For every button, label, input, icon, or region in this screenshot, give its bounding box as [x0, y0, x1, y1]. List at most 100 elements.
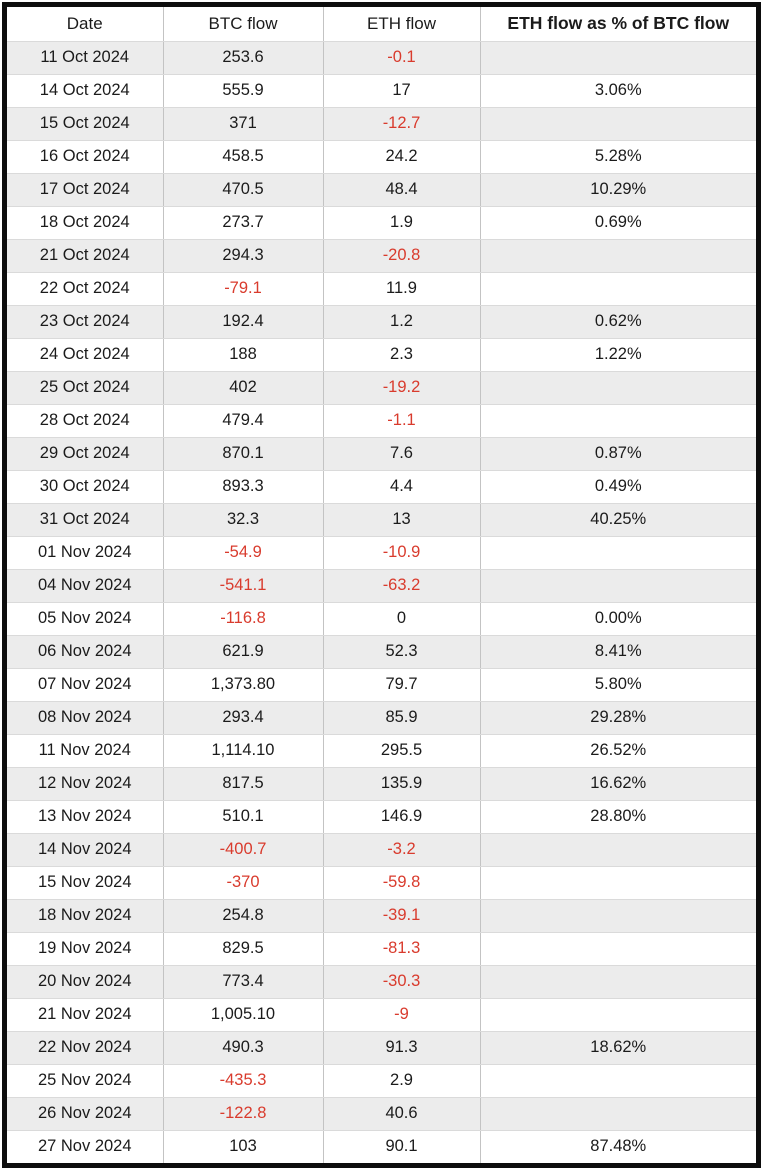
table-row: 20 Nov 2024 773.4 -30.3 — [7, 965, 756, 999]
eth-flow-cell: 40.6 — [323, 1097, 481, 1131]
date-cell: 07 Nov 2024 — [7, 668, 164, 702]
eth-flow-cell: -3.2 — [323, 833, 481, 867]
date-cell: 05 Nov 2024 — [7, 602, 164, 636]
date-cell: 15 Nov 2024 — [7, 866, 164, 900]
btc-flow-cell: -122.8 — [163, 1097, 324, 1131]
eth-flow-cell: 0 — [323, 602, 481, 636]
eth-flow-cell: 24.2 — [323, 140, 481, 174]
date-cell: 08 Nov 2024 — [7, 701, 164, 735]
eth-flow-cell: 52.3 — [323, 635, 481, 669]
eth-pct-cell: 0.87% — [480, 437, 756, 471]
eth-pct-cell: 0.62% — [480, 305, 756, 339]
table-row: 07 Nov 2024 1,373.80 79.7 5.80% — [7, 668, 756, 702]
table-row: 26 Nov 2024 -122.8 40.6 — [7, 1097, 756, 1131]
date-cell: 24 Oct 2024 — [7, 338, 164, 372]
eth-flow-cell: 17 — [323, 74, 481, 108]
eth-pct-cell — [480, 404, 756, 438]
eth-pct-cell: 5.28% — [480, 140, 756, 174]
eth-pct-cell — [480, 239, 756, 273]
table-row: 22 Nov 2024 490.3 91.3 18.62% — [7, 1031, 756, 1065]
eth-flow-cell: 13 — [323, 503, 481, 537]
btc-flow-cell: 458.5 — [163, 140, 324, 174]
btc-flow-cell: 893.3 — [163, 470, 324, 504]
btc-flow-cell: -400.7 — [163, 833, 324, 867]
eth-flow-cell: 48.4 — [323, 173, 481, 207]
table-row: 21 Nov 2024 1,005.10 -9 — [7, 998, 756, 1032]
eth-pct-cell — [480, 899, 756, 933]
eth-pct-cell — [480, 932, 756, 966]
column-header-eth-pct-of-btc: ETH flow as % of BTC flow — [480, 7, 756, 42]
table-row: 15 Oct 2024 371 -12.7 — [7, 107, 756, 141]
btc-flow-cell: 470.5 — [163, 173, 324, 207]
table-row: 15 Nov 2024 -370 -59.8 — [7, 866, 756, 900]
btc-flow-cell: 188 — [163, 338, 324, 372]
btc-flow-cell: 254.8 — [163, 899, 324, 933]
eth-flow-cell: 90.1 — [323, 1130, 481, 1163]
column-header-date: Date — [7, 7, 164, 42]
table-row: 23 Oct 2024 192.4 1.2 0.62% — [7, 305, 756, 339]
btc-flow-cell: 510.1 — [163, 800, 324, 834]
eth-pct-cell: 5.80% — [480, 668, 756, 702]
table-row: 29 Oct 2024 870.1 7.6 0.87% — [7, 437, 756, 471]
date-cell: 22 Nov 2024 — [7, 1031, 164, 1065]
eth-pct-cell: 16.62% — [480, 767, 756, 801]
eth-pct-cell: 8.41% — [480, 635, 756, 669]
btc-flow-cell: 402 — [163, 371, 324, 405]
btc-flow-cell: 371 — [163, 107, 324, 141]
table-row: 16 Oct 2024 458.5 24.2 5.28% — [7, 140, 756, 174]
table-row: 01 Nov 2024 -54.9 -10.9 — [7, 536, 756, 570]
date-cell: 13 Nov 2024 — [7, 800, 164, 834]
eth-pct-cell — [480, 998, 756, 1032]
btc-flow-cell: -116.8 — [163, 602, 324, 636]
column-header-eth-flow: ETH flow — [323, 7, 481, 42]
table-row: 27 Nov 2024 103 90.1 87.48% — [7, 1130, 756, 1163]
date-cell: 21 Nov 2024 — [7, 998, 164, 1032]
btc-flow-cell: 273.7 — [163, 206, 324, 240]
table-row: 22 Oct 2024 -79.1 11.9 — [7, 272, 756, 306]
eth-pct-cell — [480, 965, 756, 999]
eth-pct-cell — [480, 41, 756, 75]
date-cell: 26 Nov 2024 — [7, 1097, 164, 1131]
eth-flow-cell: 1.2 — [323, 305, 481, 339]
date-cell: 22 Oct 2024 — [7, 272, 164, 306]
date-cell: 18 Nov 2024 — [7, 899, 164, 933]
eth-flow-cell: 135.9 — [323, 767, 481, 801]
btc-flow-cell: 490.3 — [163, 1031, 324, 1065]
date-cell: 30 Oct 2024 — [7, 470, 164, 504]
eth-flow-cell: -1.1 — [323, 404, 481, 438]
eth-flow-cell: -30.3 — [323, 965, 481, 999]
btc-flow-cell: 103 — [163, 1130, 324, 1163]
date-cell: 27 Nov 2024 — [7, 1130, 164, 1163]
eth-pct-cell — [480, 272, 756, 306]
table-row: 25 Nov 2024 -435.3 2.9 — [7, 1064, 756, 1098]
btc-flow-cell: -79.1 — [163, 272, 324, 306]
date-cell: 11 Oct 2024 — [7, 41, 164, 75]
date-cell: 14 Nov 2024 — [7, 833, 164, 867]
eth-pct-cell: 10.29% — [480, 173, 756, 207]
eth-flow-cell: 7.6 — [323, 437, 481, 471]
table-body: 11 Oct 2024 253.6 -0.1 14 Oct 2024 555.9 17 3.… — [7, 41, 756, 1163]
eth-flow-cell: 85.9 — [323, 701, 481, 735]
date-cell: 29 Oct 2024 — [7, 437, 164, 471]
eth-pct-cell — [480, 866, 756, 900]
eth-flow-cell: -20.8 — [323, 239, 481, 273]
date-cell: 31 Oct 2024 — [7, 503, 164, 537]
eth-flow-cell: -63.2 — [323, 569, 481, 603]
btc-flow-cell: 555.9 — [163, 74, 324, 108]
table-row: 19 Nov 2024 829.5 -81.3 — [7, 932, 756, 966]
table-row: 14 Nov 2024 -400.7 -3.2 — [7, 833, 756, 867]
table-row: 14 Oct 2024 555.9 17 3.06% — [7, 74, 756, 108]
eth-flow-cell: 2.9 — [323, 1064, 481, 1098]
eth-pct-cell — [480, 536, 756, 570]
table-row: 17 Oct 2024 470.5 48.4 10.29% — [7, 173, 756, 207]
eth-pct-cell: 0.00% — [480, 602, 756, 636]
table-row: 24 Oct 2024 188 2.3 1.22% — [7, 338, 756, 372]
eth-pct-cell — [480, 569, 756, 603]
btc-flow-cell: 293.4 — [163, 701, 324, 735]
table-row: 06 Nov 2024 621.9 52.3 8.41% — [7, 635, 756, 669]
table-row: 04 Nov 2024 -541.1 -63.2 — [7, 569, 756, 603]
eth-flow-cell: -81.3 — [323, 932, 481, 966]
date-cell: 06 Nov 2024 — [7, 635, 164, 669]
btc-flow-cell: -541.1 — [163, 569, 324, 603]
